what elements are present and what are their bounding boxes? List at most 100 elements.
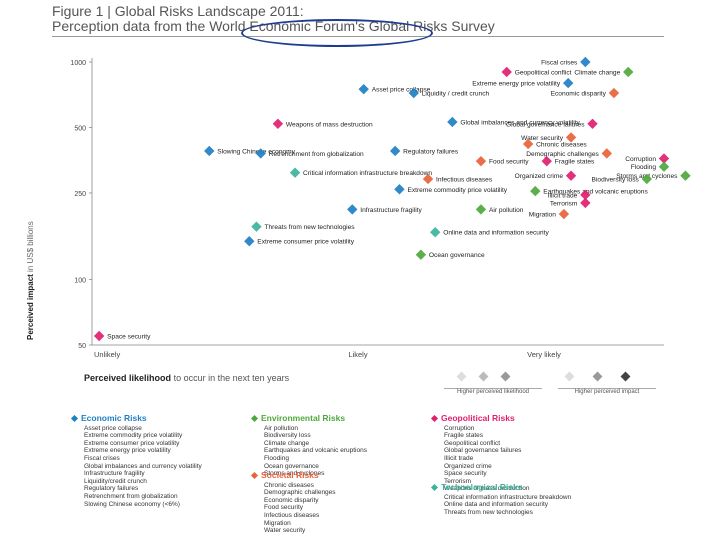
societal-diamond-icon: [250, 472, 259, 480]
risk-point-label: Regulatory failures: [403, 148, 459, 155]
risk-point-label: Migration: [529, 212, 556, 219]
technological-diamond-icon: [430, 484, 439, 492]
risk-point-label: Earthquakes and volcanic eruptions: [543, 189, 648, 196]
x-tick-label: Very likely: [527, 350, 561, 359]
risk-point: [680, 170, 691, 181]
risk-point: [408, 87, 419, 99]
risk-point: [522, 138, 534, 150]
impact-key-swatches: [564, 371, 631, 382]
risk-point-label: Retrenchment from globalization: [269, 151, 364, 158]
risk-point-label: Extreme commodity price volatility: [407, 187, 507, 194]
risk-point: [289, 167, 301, 178]
y-axis-title: Perceived impact in US$ billions: [26, 221, 35, 340]
risk-point: [251, 221, 262, 232]
risk-point-label: Online data and information security: [443, 230, 549, 237]
risk-point: [580, 56, 591, 68]
legend-economic: Economic Risks Asset price collapse Extre…: [70, 414, 202, 508]
risk-point-label: Corruption: [625, 156, 656, 163]
risk-point-label: Water security: [521, 135, 564, 142]
risk-point: [580, 197, 591, 209]
risk-point: [415, 249, 427, 260]
risk-point-label: Terrorism: [550, 200, 578, 207]
environmental-diamond-icon: [250, 415, 259, 423]
risk-point: [430, 227, 441, 238]
risk-point: [580, 189, 591, 201]
risk-point: [389, 145, 401, 157]
y-tick-label: 500: [74, 125, 86, 132]
risk-point-label: Liquidity / credit crunch: [422, 91, 490, 98]
likelihood-key: Higher perceived likelihood: [438, 370, 548, 402]
risk-scatter-chart: 50 100 250 500 1000 Unlikely Likely Very likely…: [70, 56, 691, 359]
geopolitical-diamond-icon: [430, 415, 439, 423]
risk-point: [204, 145, 215, 157]
risk-point-label: Weapons of mass destruction: [286, 121, 373, 128]
risk-point-label: Infectious diseases: [436, 176, 493, 183]
risk-point: [601, 148, 612, 159]
risk-point-label: Fiscal crises: [541, 60, 578, 67]
figure-title: Figure 1 | Global Risks Landscape 2011:: [52, 3, 304, 19]
risk-point-label: Demographic challenges: [526, 151, 599, 158]
risk-point-label: Fragile states: [555, 159, 595, 166]
y-tick-label: 250: [74, 191, 86, 198]
risk-point-label: Extreme energy price volatility: [472, 81, 561, 88]
risk-point: [501, 66, 512, 78]
y-tick-label: 1000: [70, 60, 86, 67]
risk-point: [562, 77, 574, 89]
risk-point-label: Economic disparity: [551, 91, 607, 98]
risk-point: [623, 66, 634, 78]
legend-environmental: Environmental Risks Air pollution Biodive…: [250, 414, 367, 478]
risk-point-label: Flooding: [631, 164, 657, 171]
risk-point: [447, 116, 458, 128]
risk-point: [658, 153, 670, 164]
risk-point: [608, 87, 620, 99]
risk-point-label: Infrastructure fragility: [360, 207, 422, 214]
risk-point: [565, 132, 577, 143]
risk-point-label: Slowing Chinese economy: [217, 148, 295, 155]
risk-point-label: Global imbalances and currency volatilit…: [460, 119, 580, 126]
x-axis-title: Perceived likelihood to occur in the nex…: [84, 373, 290, 383]
risk-point: [272, 118, 284, 129]
x-tick-label: Unlikely: [94, 350, 121, 359]
risk-point: [93, 330, 105, 342]
risk-point-label: Asset price collapse: [372, 87, 431, 94]
risk-point-label: Biodiversity loss: [592, 176, 640, 183]
risk-point: [475, 155, 487, 167]
x-tick-label: Likely: [348, 350, 367, 359]
risk-point-label: Geopolitical conflict: [515, 69, 572, 76]
risk-point: [347, 204, 358, 215]
likelihood-key-swatches: [456, 371, 511, 382]
risk-point-label: Space security: [107, 333, 151, 340]
risk-point-label: Extreme consumer price volatility: [257, 239, 354, 246]
risk-point: [394, 184, 405, 195]
risk-point-label: Threats from new technologies: [264, 224, 355, 231]
risk-point: [475, 204, 487, 215]
risk-point: [255, 148, 266, 159]
risk-point-label: Illicit trade: [548, 192, 578, 199]
risk-point: [641, 173, 653, 185]
economic-diamond-icon: [70, 415, 79, 423]
risk-point: [565, 170, 577, 181]
risk-point: [658, 161, 670, 172]
risk-point: [587, 118, 598, 129]
impact-key: Higher perceived impact: [552, 370, 662, 402]
y-tick-label: 50: [78, 343, 86, 350]
risk-point-label: Organized crime: [515, 173, 564, 180]
risk-point: [558, 208, 570, 220]
highlight-annotation-ellipse: [241, 19, 433, 47]
risk-point-label: Ocean governance: [429, 252, 485, 259]
risk-point: [244, 236, 255, 247]
risk-point-label: Air pollution: [489, 207, 524, 214]
legend-geopolitical: Geopolitical Risks Corruption Fragile sta…: [430, 414, 530, 493]
risk-point-label: Critical information infrastructure brea…: [303, 170, 432, 177]
legend-societal: Societal Risks Chronic diseases Demograph…: [250, 471, 336, 535]
y-tick-label: 100: [74, 278, 86, 285]
risk-point: [358, 83, 369, 95]
risk-point-label: Global governance failures: [506, 121, 585, 128]
risk-point: [422, 173, 434, 185]
risk-point-label: Climate change: [574, 69, 620, 76]
risk-point-label: Chronic diseases: [536, 141, 587, 148]
risk-point: [530, 185, 541, 197]
legend-technological: Technological Risks Critical information…: [430, 483, 571, 516]
risk-point-label: Food security: [489, 159, 529, 166]
risk-point: [541, 155, 552, 167]
